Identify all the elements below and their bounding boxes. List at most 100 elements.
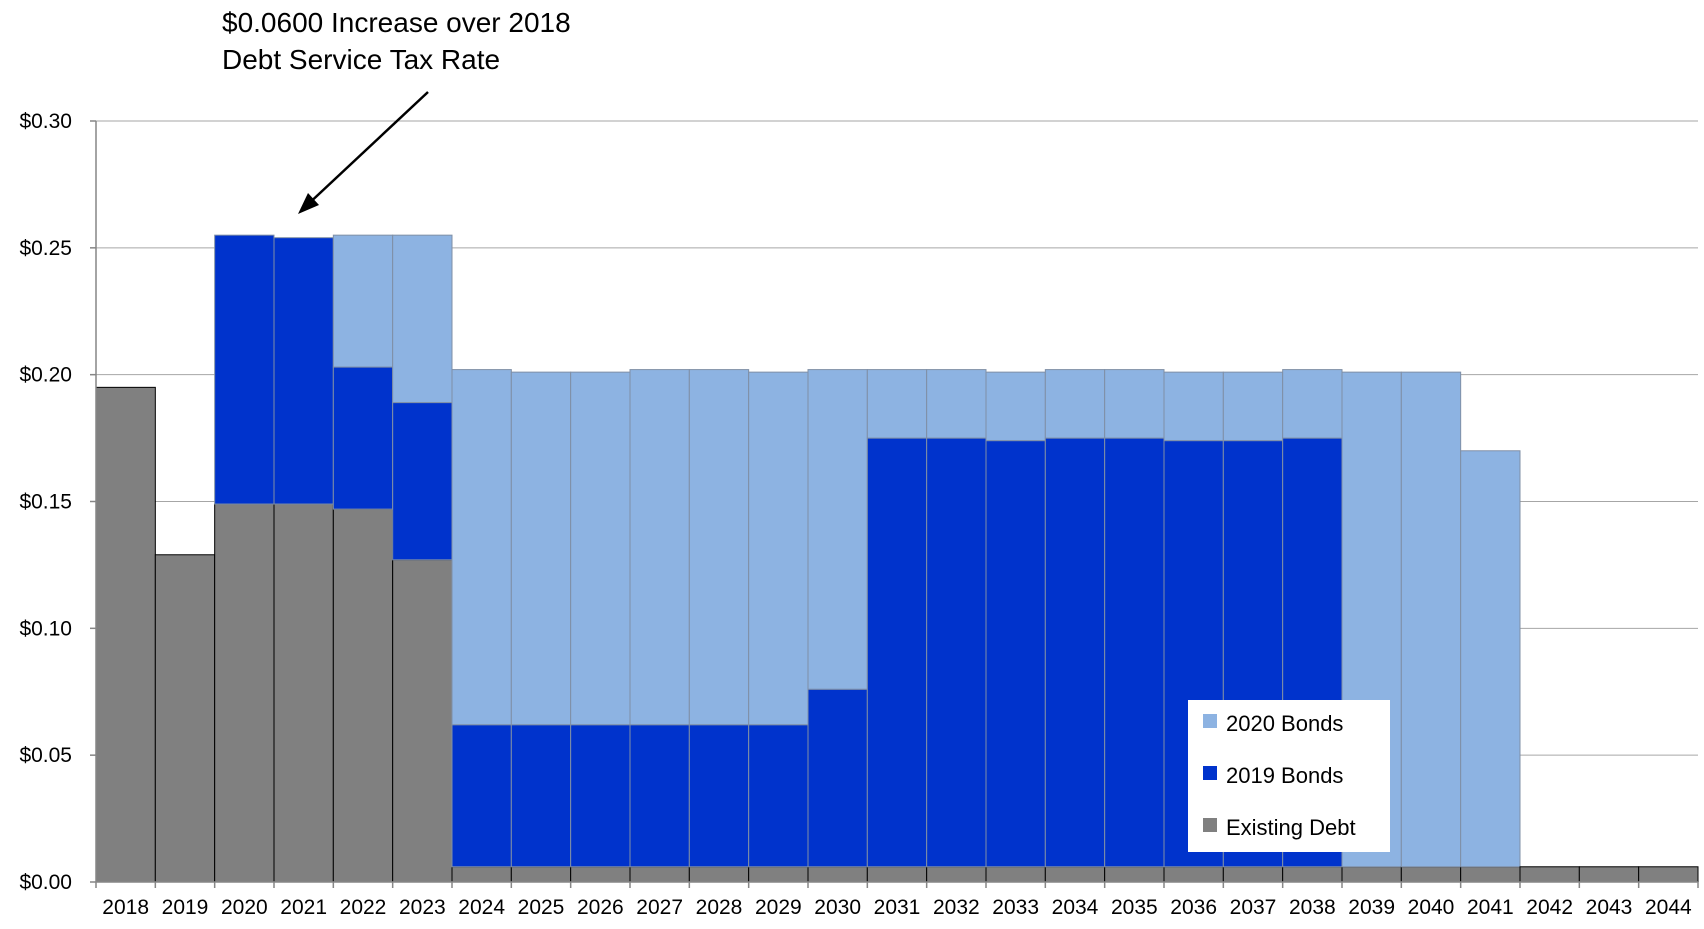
bar-segment-2020-bonds-2038 <box>1282 369 1343 439</box>
bar-segment-2020-bonds-2022 <box>332 234 394 368</box>
bar-segment-existing-debt-2044 <box>1638 866 1699 883</box>
bar-segment-existing-debt-2034 <box>1044 866 1106 883</box>
bar-segment-2020-bonds-2041 <box>1460 450 1521 868</box>
bar-segment-2020-bonds-2034 <box>1044 369 1106 439</box>
bar-segment-2019-bonds-2033 <box>985 440 1046 868</box>
y-tick-label: $0.10 <box>19 617 72 640</box>
x-tick-label: 2037 <box>1230 896 1277 919</box>
bar-segment-existing-debt-2028 <box>688 866 750 883</box>
x-tick-label: 2025 <box>518 896 565 919</box>
y-tick-label: $0.25 <box>19 237 72 260</box>
bar-segment-2020-bonds-2028 <box>688 369 750 726</box>
bar-segment-existing-debt-2024 <box>451 866 512 883</box>
bar-segment-existing-debt-2037 <box>1222 866 1284 883</box>
x-tick-label: 2040 <box>1408 896 1455 919</box>
x-tick-label: 2022 <box>340 896 387 919</box>
x-tick-label: 2029 <box>755 896 802 919</box>
x-tick-label: 2035 <box>1111 896 1158 919</box>
legend-swatch-2020-bonds <box>1203 714 1217 728</box>
x-tick-label: 2019 <box>162 896 209 919</box>
x-tick-label: 2034 <box>1052 896 1099 919</box>
y-tick-label: $0.20 <box>19 364 72 387</box>
bar-segment-existing-debt-2025 <box>510 866 572 883</box>
bar-segment-2019-bonds-2029 <box>748 724 809 868</box>
x-tick-label: 2023 <box>399 896 446 919</box>
x-tick-labels: 2018 2019 2020 2021 2022 2023 2024 2025 2026 2027… <box>102 896 1692 919</box>
bar-segment-existing-debt-2041 <box>1460 866 1521 883</box>
axes <box>90 120 1699 888</box>
bar-segment-existing-debt-2043 <box>1578 866 1640 883</box>
bar-segment-existing-debt-2040 <box>1400 866 1462 883</box>
y-tick-label: $0.30 <box>19 110 72 133</box>
x-tick-label: 2027 <box>636 896 683 919</box>
bar-segment-existing-debt-2026 <box>570 866 631 883</box>
bar-segment-2019-bonds-2025 <box>510 724 572 868</box>
x-tick-label: 2032 <box>933 896 980 919</box>
bar-segment-2020-bonds-2035 <box>1104 369 1165 439</box>
bar-segment-existing-debt-2042 <box>1519 866 1580 883</box>
bars <box>95 234 1699 883</box>
y-tick-labels: $0.00 $0.05 $0.10 $0.15 $0.20 $0.25 $0.30 <box>19 110 72 894</box>
bar-segment-2020-bonds-2025 <box>510 371 572 726</box>
bar-segment-existing-debt-2029 <box>748 866 809 883</box>
x-tick-label: 2030 <box>814 896 861 919</box>
bar-segment-existing-debt-2039 <box>1341 866 1402 883</box>
bar-segment-existing-debt-2020 <box>214 503 275 883</box>
bar-segment-2019-bonds-2022 <box>332 366 394 510</box>
legend-label-existing-debt: Existing Debt <box>1226 815 1356 840</box>
x-tick-label: 2038 <box>1289 896 1336 919</box>
bar-segment-2020-bonds-2023 <box>392 234 453 404</box>
legend: 2020 Bonds 2019 Bonds Existing Debt <box>1188 700 1390 852</box>
bar-segment-2019-bonds-2028 <box>688 724 750 868</box>
annotation-arrow-line <box>303 91 429 209</box>
bar-segment-2020-bonds-2031 <box>866 369 928 439</box>
x-tick-label: 2039 <box>1348 896 1395 919</box>
bar-segment-existing-debt-2032 <box>926 866 987 883</box>
bar-segment-2019-bonds-2023 <box>392 402 453 561</box>
bar-segment-2019-bonds-2031 <box>866 437 928 868</box>
bar-segment-2020-bonds-2026 <box>570 371 631 726</box>
bar-segment-2019-bonds-2020 <box>214 234 275 505</box>
bar-segment-2019-bonds-2021 <box>273 237 334 505</box>
bar-segment-existing-debt-2023 <box>392 559 453 883</box>
y-tick-label: $0.05 <box>19 744 72 767</box>
bar-segment-2020-bonds-2037 <box>1222 371 1284 442</box>
bar-segment-2019-bonds-2034 <box>1044 437 1106 868</box>
bar-segment-existing-debt-2030 <box>807 866 868 883</box>
legend-label-2020-bonds: 2020 Bonds <box>1226 711 1343 736</box>
bar-segment-2019-bonds-2027 <box>629 724 690 868</box>
annotation-arrow-head <box>298 193 319 214</box>
bar-segment-existing-debt-2021 <box>273 503 334 883</box>
bar-segment-2020-bonds-2030 <box>807 369 868 690</box>
x-tick-label: 2033 <box>992 896 1039 919</box>
bar-segment-existing-debt-2022 <box>332 508 394 883</box>
y-tick-label: $0.00 <box>19 871 72 894</box>
legend-box <box>1188 700 1390 852</box>
bar-segment-existing-debt-2019 <box>154 554 216 883</box>
x-tick-label: 2028 <box>696 896 743 919</box>
legend-label-2019-bonds: 2019 Bonds <box>1226 763 1343 788</box>
x-tick-label: 2020 <box>221 896 268 919</box>
bar-segment-existing-debt-2031 <box>866 866 928 883</box>
bar-segment-2019-bonds-2032 <box>926 437 987 868</box>
annotation-line-2: Debt Service Tax Rate <box>222 44 500 75</box>
annotation-line-1: $0.0600 Increase over 2018 <box>222 7 571 38</box>
bar-segment-2020-bonds-2033 <box>985 371 1046 442</box>
bar-segment-existing-debt-2038 <box>1282 866 1343 883</box>
legend-swatch-existing-debt <box>1203 818 1217 832</box>
x-tick-label: 2036 <box>1170 896 1217 919</box>
x-tick-label: 2041 <box>1467 896 1514 919</box>
bar-segment-existing-debt-2033 <box>985 866 1046 883</box>
bar-segment-2019-bonds-2030 <box>807 688 868 868</box>
bar-segment-2019-bonds-2035 <box>1104 437 1165 868</box>
bar-segment-2020-bonds-2036 <box>1163 371 1224 442</box>
x-tick-label: 2031 <box>874 896 921 919</box>
x-tick-label: 2043 <box>1586 896 1633 919</box>
bar-segment-existing-debt-2035 <box>1104 866 1165 883</box>
x-tick-label: 2018 <box>102 896 149 919</box>
bar-segment-existing-debt-2018 <box>95 386 156 883</box>
bar-segment-existing-debt-2036 <box>1163 866 1224 883</box>
x-tick-label: 2024 <box>458 896 505 919</box>
bar-segment-2020-bonds-2024 <box>451 369 512 726</box>
